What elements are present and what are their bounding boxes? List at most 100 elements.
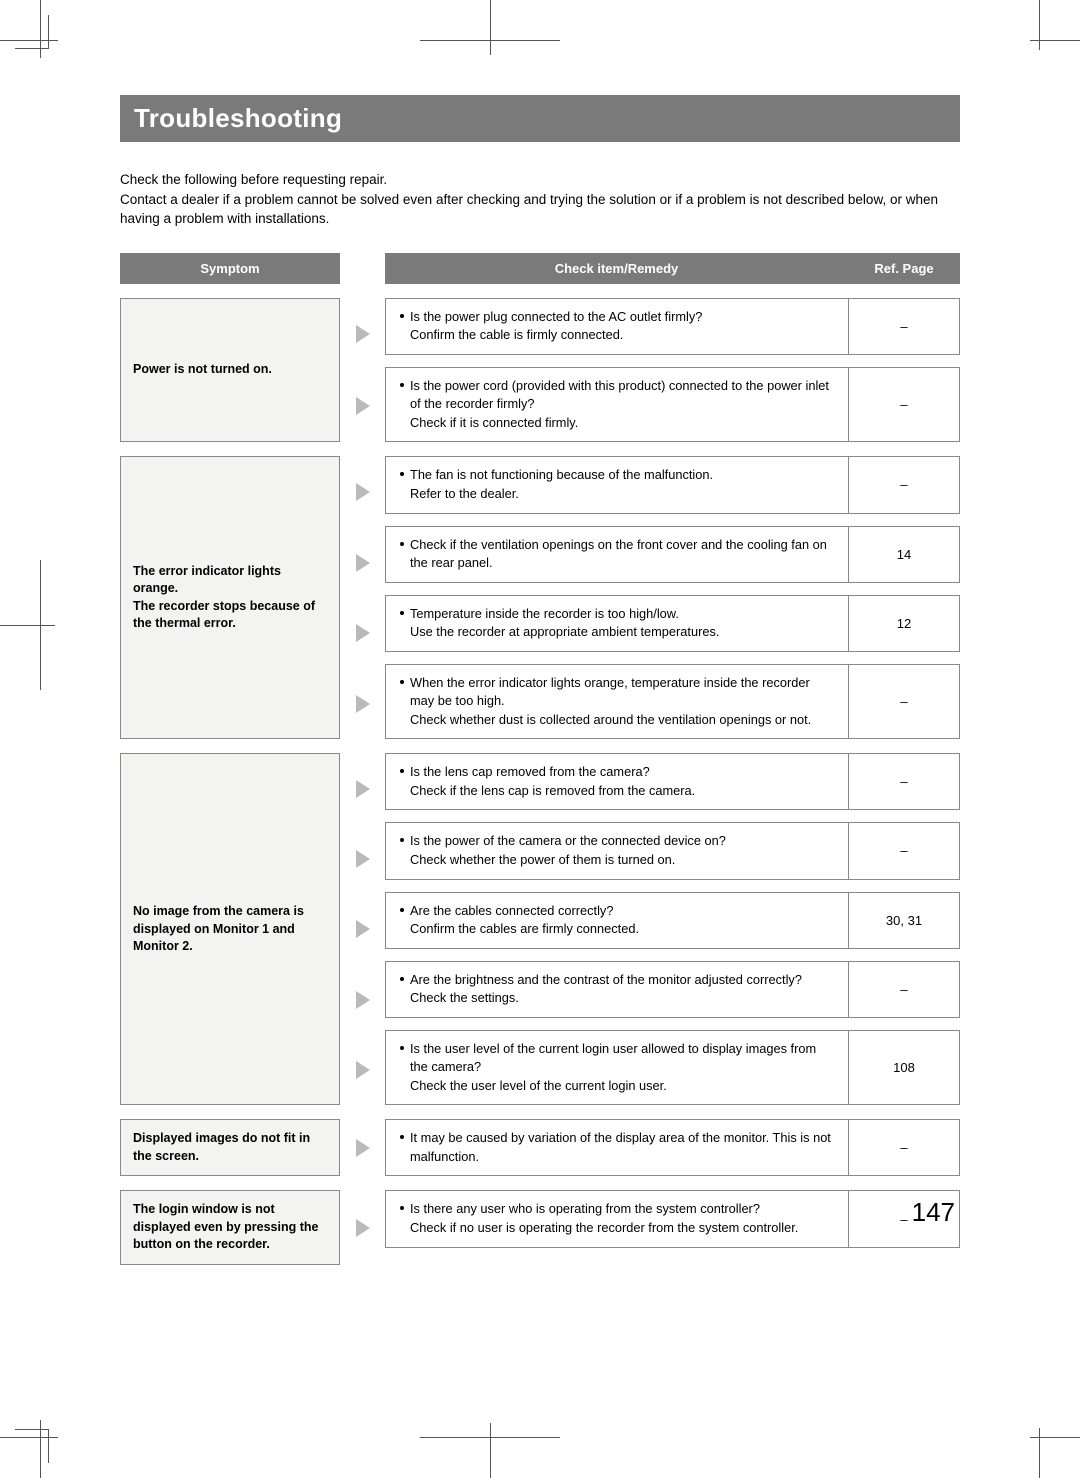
remedy-list: Is the lens cap removed from the camera?… [385, 753, 960, 1105]
intro-line-2: Contact a dealer if a problem cannot be … [120, 190, 960, 229]
remedy-row: Temperature inside the recorder is too h… [385, 595, 960, 652]
bullet-icon [400, 1135, 404, 1139]
arrow-icon [356, 850, 370, 868]
arrow-icon [356, 483, 370, 501]
symptom-cell: The login window is not displayed even b… [120, 1190, 340, 1265]
arrow-icon [356, 554, 370, 572]
remedy-text: Check if the ventilation openings on the… [410, 536, 836, 573]
ref-cell: 108 [848, 1030, 960, 1106]
page-number: 147 [912, 1197, 955, 1228]
bullet-icon [400, 611, 404, 615]
symptom-group: The login window is not displayed even b… [120, 1190, 960, 1265]
ref-cell: – [848, 961, 960, 1018]
remedy-row: Is the power cord (provided with this pr… [385, 367, 960, 443]
arrow-icon [356, 1219, 370, 1237]
remedy-text: Is the power of the camera or the connec… [410, 832, 726, 869]
arrow-column [340, 1119, 385, 1176]
remedy-row: Are the cables connected correctly?Confi… [385, 892, 960, 949]
ref-cell: – [848, 456, 960, 513]
arrow-icon [356, 624, 370, 642]
symptom-cell: Displayed images do not fit in the scree… [120, 1119, 340, 1176]
ref-cell: – [848, 664, 960, 740]
remedy-row: Is the lens cap removed from the camera?… [385, 753, 960, 810]
ref-cell: 30, 31 [848, 892, 960, 949]
remedy-text: Are the brightness and the contrast of t… [410, 971, 802, 1008]
bullet-icon [400, 542, 404, 546]
arrow-icon [356, 397, 370, 415]
bullet-icon [400, 977, 404, 981]
crop-mark [420, 1437, 560, 1438]
arrow-icon [356, 920, 370, 938]
crop-mark [490, 0, 491, 55]
crop-mark [1030, 40, 1080, 41]
remedy-cell: The fan is not functioning because of th… [385, 456, 848, 513]
remedy-list: It may be caused by variation of the dis… [385, 1119, 960, 1176]
crop-mark [420, 40, 560, 41]
arrow-column [340, 753, 385, 1105]
remedy-row: Is the power of the camera or the connec… [385, 822, 960, 879]
arrow-icon [356, 1061, 370, 1079]
arrow-column [340, 298, 385, 443]
crop-mark [1030, 1437, 1080, 1438]
arrow-column [340, 1190, 385, 1265]
remedy-cell: Is there any user who is operating from … [385, 1190, 848, 1247]
symptom-group: Power is not turned on. Is the power plug… [120, 298, 960, 443]
remedy-row: It may be caused by variation of the dis… [385, 1119, 960, 1176]
symptom-cell: Power is not turned on. [120, 298, 340, 443]
symptom-group: The error indicator lights orange.The re… [120, 456, 960, 739]
remedy-cell: Is the lens cap removed from the camera?… [385, 753, 848, 810]
ref-cell: 12 [848, 595, 960, 652]
remedy-cell: Check if the ventilation openings on the… [385, 526, 848, 583]
remedy-cell: Is the power plug connected to the AC ou… [385, 298, 848, 355]
arrow-icon [356, 695, 370, 713]
bullet-icon [400, 838, 404, 842]
crop-mark [40, 560, 41, 690]
header-ref: Ref. Page [848, 253, 960, 284]
header-symptom: Symptom [120, 253, 340, 284]
page: Troubleshooting Check the following befo… [0, 0, 1080, 1478]
crop-mark [15, 15, 49, 49]
arrow-icon [356, 780, 370, 798]
remedy-row: Is the power plug connected to the AC ou… [385, 298, 960, 355]
intro-text: Check the following before requesting re… [120, 170, 960, 229]
arrow-icon [356, 1139, 370, 1157]
crop-mark [490, 1423, 491, 1478]
remedy-list: The fan is not functioning because of th… [385, 456, 960, 739]
intro-line-1: Check the following before requesting re… [120, 170, 960, 190]
crop-mark [0, 625, 55, 626]
remedy-cell: Temperature inside the recorder is too h… [385, 595, 848, 652]
remedy-row: The fan is not functioning because of th… [385, 456, 960, 513]
table-header-row: Symptom Check item/Remedy Ref. Page [120, 253, 960, 284]
crop-mark [1039, 1428, 1040, 1478]
remedy-text: It may be caused by variation of the dis… [410, 1129, 836, 1166]
remedy-text: Is there any user who is operating from … [410, 1200, 798, 1237]
content-area: Troubleshooting Check the following befo… [120, 95, 960, 1279]
remedy-row: Are the brightness and the contrast of t… [385, 961, 960, 1018]
remedy-cell: Is the power cord (provided with this pr… [385, 367, 848, 443]
remedy-text: Is the user level of the current login u… [410, 1040, 836, 1096]
remedy-text: Is the lens cap removed from the camera?… [410, 763, 695, 800]
remedy-row: When the error indicator lights orange, … [385, 664, 960, 740]
remedy-text: When the error indicator lights orange, … [410, 674, 836, 730]
crop-mark [15, 1429, 49, 1463]
page-title: Troubleshooting [120, 95, 960, 142]
remedy-list: Is there any user who is operating from … [385, 1190, 960, 1265]
bullet-icon [400, 769, 404, 773]
remedy-cell: Are the brightness and the contrast of t… [385, 961, 848, 1018]
symptom-cell: No image from the camera is displayed on… [120, 753, 340, 1105]
arrow-column [340, 456, 385, 739]
ref-cell: – [848, 1119, 960, 1176]
remedy-text: Temperature inside the recorder is too h… [410, 605, 719, 642]
crop-mark [1039, 0, 1040, 50]
remedy-text: The fan is not functioning because of th… [410, 466, 713, 503]
bullet-icon [400, 908, 404, 912]
remedy-text: Are the cables connected correctly?Confi… [410, 902, 639, 939]
remedy-cell: Is the user level of the current login u… [385, 1030, 848, 1106]
remedy-row: Check if the ventilation openings on the… [385, 526, 960, 583]
remedy-text: Is the power cord (provided with this pr… [410, 377, 836, 433]
ref-cell: – [848, 822, 960, 879]
arrow-icon [356, 991, 370, 1009]
bullet-icon [400, 1046, 404, 1050]
bullet-icon [400, 314, 404, 318]
bullet-icon [400, 472, 404, 476]
